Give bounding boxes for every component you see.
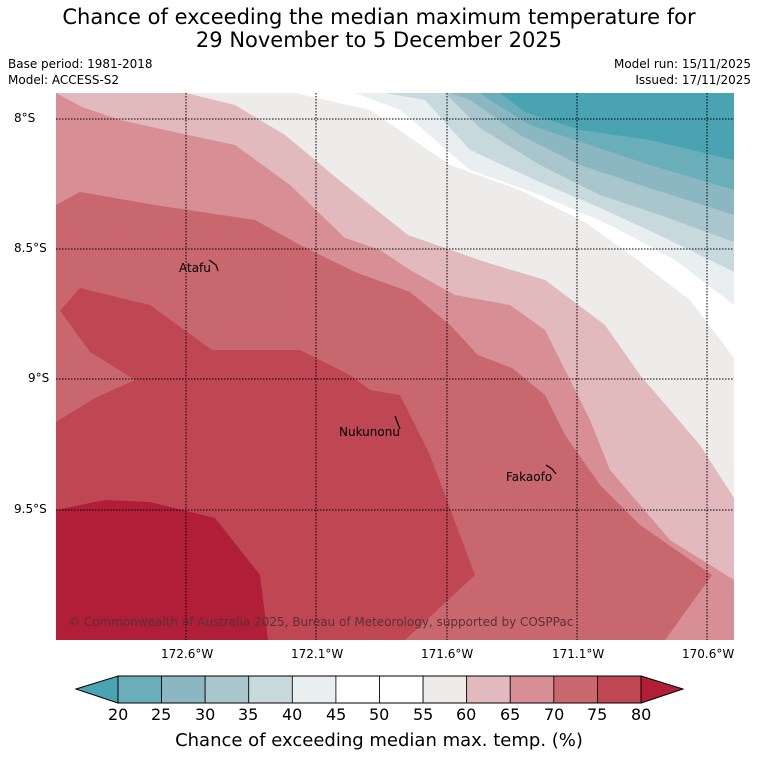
colorbar-cell-45-50 (335, 675, 380, 704)
colorbar-frame (117, 675, 642, 704)
nukunonu-atoll (394, 415, 401, 430)
colorbar-tick-75: 75 (587, 705, 608, 724)
atolls (208, 259, 557, 475)
lon-label-171-6w: 171.6°W (421, 647, 474, 661)
map-title-line-2: 29 November to 5 December 2025 (195, 28, 563, 52)
colorbar-cell-40-45 (291, 675, 337, 704)
colorbar-cell-65-70 (509, 675, 555, 704)
atafu-atoll (208, 259, 219, 272)
colorbar-tick-55: 55 (413, 705, 434, 724)
lat-label-8s: 8°S (14, 111, 36, 125)
colorbar-high-extension (640, 675, 685, 704)
colorbar-cell-35-40 (248, 675, 293, 704)
place-label-nukunonu: Nukunonu (339, 425, 400, 439)
colorbar-tick-60: 60 (456, 705, 477, 724)
lon-label-171-1w: 171.1°W (552, 647, 605, 661)
model-run: Model run: 15/11/2025 (613, 57, 751, 71)
colorbar-cell-20-25 (117, 675, 162, 704)
colorbar-low-extension (74, 675, 119, 704)
issued-date: Issued: 17/11/2025 (635, 73, 751, 87)
place-label-atafu: Atafu (179, 261, 211, 275)
colorbar-label: Chance of exceeding median max. temp. (%… (175, 730, 583, 751)
colorbar-cell-55-60 (422, 675, 468, 704)
fakaofo-atoll (545, 464, 557, 475)
model-name: Model: ACCESS-S2 (8, 73, 120, 87)
colorbar-cell-30-35 (204, 675, 250, 704)
colorbar-cell-50-55 (379, 675, 424, 704)
lon-label-170-6w: 170.6°W (682, 647, 735, 661)
lat-label-8-5s: 8.5°S (14, 241, 47, 255)
place-label-fakaofo: Fakaofo (506, 470, 553, 484)
contour-above-80 (56, 500, 268, 640)
colorbar-tick-80: 80 (631, 705, 652, 724)
colorbar-tick-20: 20 (108, 705, 129, 724)
colorbar-cell-75-80 (597, 675, 642, 704)
base-period: Base period: 1981-2018 (8, 57, 153, 71)
colorbar-tick-25: 25 (151, 705, 172, 724)
colorbar-cell-70-75 (553, 675, 598, 704)
colorbar-tick-30: 30 (195, 705, 216, 724)
contour-below-20 (500, 93, 734, 160)
gridlines (56, 93, 734, 640)
colorbar-tick-45: 45 (326, 705, 347, 724)
lon-label-172-6w: 172.6°W (161, 647, 214, 661)
colorbar-tick-70: 70 (544, 705, 565, 724)
colorbar-cell-25-30 (161, 675, 206, 704)
colorbar-tick-50: 50 (369, 705, 390, 724)
colorbar-tick-65: 65 (500, 705, 521, 724)
lon-label-172-1w: 172.1°W (291, 647, 344, 661)
colorbar-tick-35: 35 (238, 705, 259, 724)
lat-label-9s: 9°S (28, 371, 50, 385)
colorbar (74, 675, 685, 704)
lat-label-9-5s: 9.5°S (14, 502, 47, 516)
contour-left-edge-70-75 (56, 305, 135, 422)
copyright-notice: © Commonwealth of Australia 2025, Bureau… (68, 615, 574, 629)
contour-layer (56, 93, 734, 640)
colorbar-cell-60-65 (466, 675, 511, 704)
map-title-line-1: Chance of exceeding the median maximum t… (62, 5, 696, 29)
colorbar-tick-40: 40 (282, 705, 303, 724)
